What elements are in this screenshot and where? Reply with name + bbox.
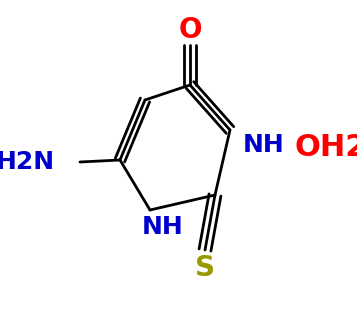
Text: NH: NH	[142, 215, 184, 239]
Text: NH: NH	[243, 133, 285, 157]
Text: O: O	[178, 16, 202, 44]
Text: S: S	[195, 254, 215, 282]
Text: H2N: H2N	[0, 150, 55, 174]
Text: OH2: OH2	[295, 133, 357, 163]
